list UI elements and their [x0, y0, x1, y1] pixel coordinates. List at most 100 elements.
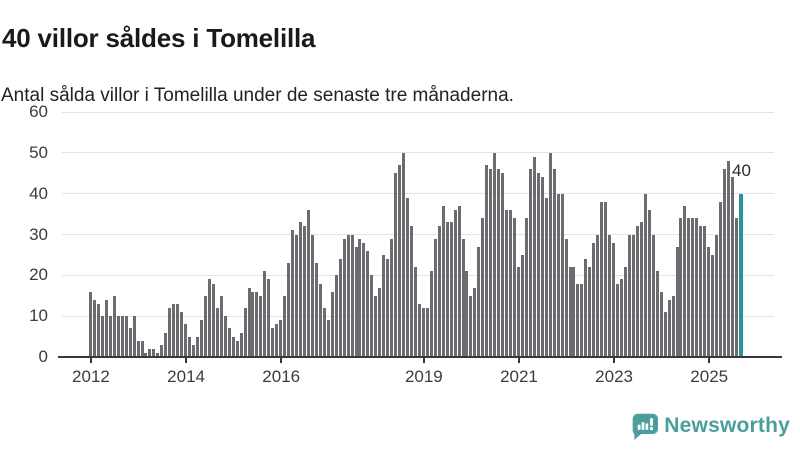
bar[interactable]	[572, 267, 576, 357]
bar[interactable]	[604, 201, 608, 357]
bar[interactable]	[188, 336, 192, 357]
bar[interactable]	[556, 193, 560, 357]
bar[interactable]	[295, 234, 299, 357]
bar[interactable]	[275, 324, 279, 357]
bar[interactable]	[398, 165, 402, 357]
bar[interactable]	[560, 193, 564, 357]
bar[interactable]	[199, 320, 203, 357]
bar[interactable]	[453, 210, 457, 357]
bar[interactable]	[639, 222, 643, 357]
bar[interactable]	[116, 316, 120, 357]
bar[interactable]	[711, 254, 715, 357]
highlighted-bar[interactable]	[738, 193, 743, 357]
bar[interactable]	[540, 177, 544, 357]
bar[interactable]	[322, 308, 326, 357]
bar[interactable]	[616, 283, 620, 357]
bar[interactable]	[207, 279, 211, 357]
bar[interactable]	[350, 234, 354, 357]
bar[interactable]	[104, 299, 108, 357]
bar[interactable]	[568, 267, 572, 357]
bar[interactable]	[223, 316, 227, 357]
bar[interactable]	[263, 271, 267, 357]
bar[interactable]	[394, 173, 398, 357]
bar[interactable]	[624, 267, 627, 357]
bar[interactable]	[279, 320, 283, 357]
bar[interactable]	[524, 218, 528, 357]
bar[interactable]	[473, 287, 477, 357]
bar[interactable]	[136, 340, 140, 357]
bar[interactable]	[89, 291, 92, 357]
bar[interactable]	[370, 275, 374, 357]
bar[interactable]	[259, 295, 263, 357]
bar[interactable]	[552, 169, 556, 357]
bar[interactable]	[671, 295, 675, 357]
bar[interactable]	[128, 328, 132, 357]
bar[interactable]	[160, 344, 164, 357]
bar[interactable]	[318, 283, 322, 357]
bar[interactable]	[687, 218, 691, 357]
bar[interactable]	[631, 234, 635, 357]
bar[interactable]	[588, 267, 592, 357]
bar[interactable]	[406, 197, 410, 357]
bar[interactable]	[211, 283, 215, 357]
bar[interactable]	[497, 169, 501, 357]
bar[interactable]	[310, 234, 314, 357]
bar[interactable]	[647, 210, 651, 357]
bar[interactable]	[620, 279, 624, 357]
bar[interactable]	[723, 169, 727, 357]
bar[interactable]	[596, 234, 600, 357]
bar[interactable]	[719, 201, 723, 357]
bar[interactable]	[683, 205, 687, 357]
bar[interactable]	[342, 238, 346, 357]
bar[interactable]	[465, 271, 469, 357]
bar[interactable]	[580, 283, 584, 357]
bar[interactable]	[156, 352, 160, 357]
bar[interactable]	[180, 312, 184, 357]
bar[interactable]	[410, 226, 413, 357]
bar[interactable]	[390, 238, 394, 357]
bar[interactable]	[564, 238, 568, 357]
bar[interactable]	[283, 295, 287, 357]
bar[interactable]	[267, 279, 271, 357]
bar[interactable]	[513, 218, 517, 357]
bar[interactable]	[627, 234, 631, 357]
bar[interactable]	[425, 308, 429, 357]
bar[interactable]	[235, 340, 239, 357]
bar[interactable]	[433, 238, 437, 357]
bar[interactable]	[243, 308, 247, 357]
bar[interactable]	[548, 152, 552, 357]
bar[interactable]	[378, 287, 382, 357]
bar[interactable]	[326, 320, 330, 357]
bar[interactable]	[231, 336, 235, 357]
bar[interactable]	[219, 295, 223, 357]
bar[interactable]	[679, 218, 683, 357]
bar[interactable]	[172, 303, 176, 357]
bar[interactable]	[667, 299, 671, 357]
bar[interactable]	[176, 303, 180, 357]
bar[interactable]	[144, 352, 148, 357]
bar[interactable]	[584, 259, 588, 357]
bar[interactable]	[140, 340, 144, 357]
bar[interactable]	[429, 271, 433, 357]
bar[interactable]	[346, 234, 350, 357]
bar[interactable]	[255, 291, 259, 357]
bar[interactable]	[334, 275, 338, 357]
bar[interactable]	[247, 287, 251, 357]
bar[interactable]	[576, 283, 580, 357]
bar[interactable]	[663, 312, 667, 357]
bar[interactable]	[303, 226, 306, 357]
bar[interactable]	[314, 263, 318, 357]
bar[interactable]	[501, 173, 505, 357]
bar[interactable]	[227, 328, 231, 357]
bar[interactable]	[520, 254, 524, 357]
bar[interactable]	[528, 169, 532, 357]
bar[interactable]	[461, 238, 465, 357]
bar[interactable]	[203, 295, 207, 357]
bar[interactable]	[164, 332, 168, 357]
bar[interactable]	[100, 316, 104, 357]
bar[interactable]	[477, 246, 481, 357]
bar[interactable]	[441, 205, 445, 357]
bar[interactable]	[108, 316, 112, 357]
bar[interactable]	[421, 308, 425, 357]
bar[interactable]	[445, 222, 449, 357]
